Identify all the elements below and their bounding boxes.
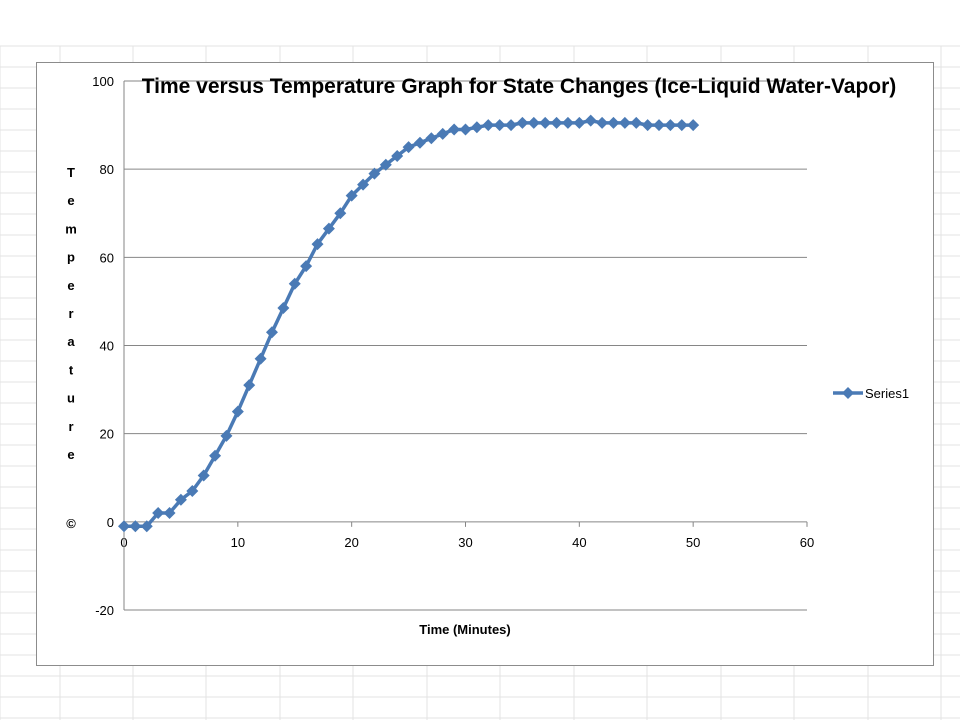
legend-label: Series1 bbox=[865, 386, 909, 401]
y-tick-label: 20 bbox=[100, 427, 114, 442]
data-point-marker bbox=[402, 141, 415, 154]
data-point-marker bbox=[516, 116, 529, 129]
data-point-marker bbox=[470, 121, 483, 134]
data-point-marker bbox=[630, 116, 643, 129]
y-tick-label: 40 bbox=[100, 339, 114, 354]
data-point-marker bbox=[368, 167, 381, 180]
x-axis-label: Time (Minutes) bbox=[419, 622, 511, 637]
data-point-marker bbox=[140, 520, 153, 533]
data-point-marker bbox=[311, 238, 324, 251]
data-point-marker bbox=[186, 484, 199, 497]
data-point-marker bbox=[357, 178, 370, 191]
data-point-marker bbox=[641, 119, 654, 132]
data-point-marker bbox=[550, 116, 563, 129]
data-point-marker bbox=[664, 119, 677, 132]
y-axis-label-char: m bbox=[65, 221, 77, 236]
data-point-marker bbox=[505, 119, 518, 132]
y-axis-label-char: a bbox=[67, 334, 75, 349]
chart-title: Time versus Temperature Graph for State … bbox=[142, 75, 897, 98]
y-axis-label-char: r bbox=[68, 419, 73, 434]
x-tick-label: 40 bbox=[572, 535, 586, 550]
gridlines bbox=[124, 80, 807, 611]
y-axis-label-char: t bbox=[69, 362, 74, 377]
x-tick-label: 50 bbox=[686, 535, 700, 550]
data-point-marker bbox=[618, 116, 631, 129]
x-tick-label: 60 bbox=[800, 535, 814, 550]
data-point-marker bbox=[539, 116, 552, 129]
data-point-marker bbox=[675, 119, 688, 132]
x-tick-label: 20 bbox=[344, 535, 358, 550]
data-point-marker bbox=[174, 493, 187, 506]
data-point-marker bbox=[425, 132, 438, 145]
y-tick-label: 80 bbox=[100, 162, 114, 177]
data-point-marker bbox=[607, 116, 620, 129]
data-point-marker bbox=[573, 116, 586, 129]
data-point-marker bbox=[243, 379, 256, 392]
data-point-marker bbox=[482, 119, 495, 132]
data-point-marker bbox=[288, 277, 301, 290]
legend-marker bbox=[842, 387, 854, 399]
data-point-marker bbox=[277, 302, 290, 315]
y-axis-label-char: p bbox=[67, 250, 75, 265]
data-point-marker bbox=[379, 158, 392, 171]
y-axis-label-char: u bbox=[67, 391, 75, 406]
data-point-marker bbox=[584, 114, 597, 127]
y-tick-label: 100 bbox=[92, 74, 114, 89]
data-point-marker bbox=[561, 116, 574, 129]
x-tick-label: 10 bbox=[231, 535, 245, 550]
legend: Series1 bbox=[833, 386, 909, 401]
data-point-marker bbox=[231, 405, 244, 418]
data-point-marker bbox=[197, 469, 210, 482]
data-point-marker bbox=[596, 116, 609, 129]
data-point-marker bbox=[493, 119, 506, 132]
data-point-marker bbox=[118, 520, 130, 533]
y-axis-label-char: e bbox=[67, 447, 74, 462]
data-point-marker bbox=[152, 507, 165, 520]
y-axis-label-char: e bbox=[67, 193, 74, 208]
data-point-marker bbox=[163, 507, 176, 520]
data-point-marker bbox=[265, 326, 278, 339]
series-line bbox=[124, 118, 694, 528]
series-markers bbox=[118, 114, 700, 533]
data-point-marker bbox=[653, 119, 666, 132]
data-point-marker bbox=[254, 352, 267, 365]
data-point-marker bbox=[129, 520, 142, 533]
y-axis-label: Temperature© bbox=[65, 165, 77, 531]
y-axis-label-suffix: © bbox=[66, 516, 76, 531]
chart-area: -20 0 20 40 60 80 100 0 10 20 30 40 50 60 Time versu… bbox=[36, 62, 934, 666]
y-tick-label: 0 bbox=[107, 515, 114, 530]
data-point-marker bbox=[391, 149, 404, 162]
data-point-marker bbox=[527, 116, 540, 129]
y-axis-label-char: r bbox=[68, 306, 73, 321]
data-point-marker bbox=[220, 429, 233, 442]
data-point-marker bbox=[300, 260, 313, 273]
y-tick-label: 60 bbox=[100, 250, 114, 265]
line-chart: -20 0 20 40 60 80 100 0 10 20 30 40 50 60 Time versu… bbox=[65, 74, 909, 637]
y-tick-label: -20 bbox=[95, 603, 114, 618]
y-axis-label-char: T bbox=[67, 165, 75, 180]
y-axis-label-char: e bbox=[67, 278, 74, 293]
data-point-marker bbox=[459, 123, 472, 136]
data-point-marker bbox=[436, 127, 449, 140]
data-point-marker bbox=[448, 123, 461, 136]
data-point-marker bbox=[209, 449, 222, 462]
x-tick-label: 30 bbox=[458, 535, 472, 550]
data-point-marker bbox=[345, 189, 358, 202]
data-point-marker bbox=[687, 119, 700, 132]
data-point-marker bbox=[334, 207, 347, 220]
data-point-marker bbox=[322, 222, 335, 235]
data-point-marker bbox=[413, 136, 426, 149]
y-axis-ticks: -20 0 20 40 60 80 100 bbox=[92, 74, 114, 618]
